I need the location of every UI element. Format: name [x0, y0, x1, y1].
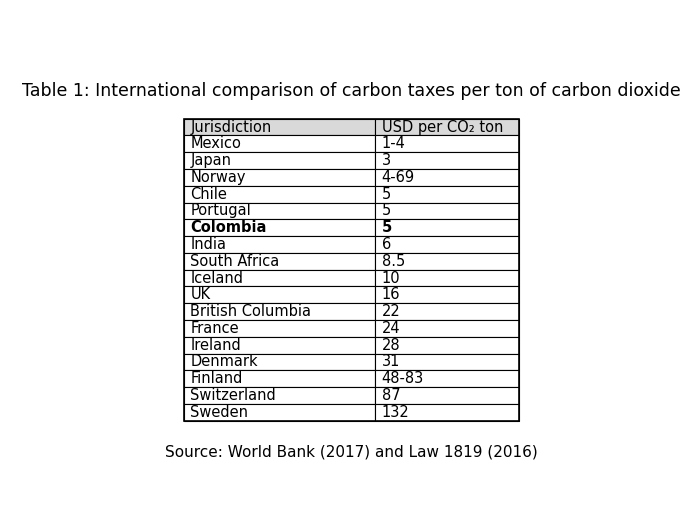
Text: British Columbia: British Columbia — [190, 304, 311, 319]
Bar — [375, 236, 519, 253]
Bar — [375, 287, 519, 303]
Bar — [184, 186, 375, 202]
Bar — [184, 287, 375, 303]
Text: South Africa: South Africa — [190, 254, 280, 269]
Text: Norway: Norway — [190, 170, 246, 185]
Bar — [184, 202, 375, 219]
Bar — [375, 136, 519, 152]
Text: 3: 3 — [381, 153, 391, 168]
Bar — [184, 169, 375, 186]
Text: 6: 6 — [381, 237, 391, 252]
Text: 87: 87 — [381, 388, 401, 403]
Text: Denmark: Denmark — [190, 355, 258, 369]
Bar — [184, 119, 375, 136]
Bar — [184, 219, 375, 236]
Text: Portugal: Portugal — [190, 204, 251, 218]
Bar — [375, 253, 519, 270]
Bar — [375, 202, 519, 219]
Text: 5: 5 — [381, 204, 391, 218]
Bar — [375, 387, 519, 404]
Text: Jurisdiction: Jurisdiction — [190, 120, 272, 135]
Bar — [184, 404, 375, 421]
Bar — [184, 337, 375, 354]
Bar — [184, 119, 519, 421]
Bar — [375, 337, 519, 354]
Bar — [375, 186, 519, 202]
Text: France: France — [190, 321, 239, 336]
Text: Source: World Bank (2017) and Law 1819 (2016): Source: World Bank (2017) and Law 1819 (… — [165, 445, 538, 460]
Text: 5: 5 — [381, 220, 392, 235]
Bar — [375, 219, 519, 236]
Text: Ireland: Ireland — [190, 338, 241, 352]
Text: 31: 31 — [381, 355, 400, 369]
Text: 24: 24 — [381, 321, 401, 336]
Text: Sweden: Sweden — [190, 405, 248, 420]
Bar — [184, 253, 375, 270]
Bar — [184, 303, 375, 320]
Bar — [375, 320, 519, 337]
Bar — [375, 152, 519, 169]
Bar — [184, 370, 375, 387]
Text: Chile: Chile — [190, 187, 227, 202]
Bar — [375, 404, 519, 421]
Text: 4-69: 4-69 — [381, 170, 415, 185]
Text: 48-83: 48-83 — [381, 371, 424, 386]
Text: 28: 28 — [381, 338, 401, 352]
Bar — [375, 370, 519, 387]
Bar — [184, 152, 375, 169]
Text: Japan: Japan — [190, 153, 231, 168]
Bar — [184, 136, 375, 152]
Text: UK: UK — [190, 287, 211, 302]
Bar — [184, 354, 375, 370]
Text: 1-4: 1-4 — [381, 136, 405, 152]
Text: 16: 16 — [381, 287, 400, 302]
Text: Finland: Finland — [190, 371, 243, 386]
Text: Table 1: International comparison of carbon taxes per ton of carbon dioxide: Table 1: International comparison of car… — [22, 82, 681, 100]
Bar — [375, 169, 519, 186]
Bar — [184, 320, 375, 337]
Bar — [375, 270, 519, 287]
Text: Mexico: Mexico — [190, 136, 241, 152]
Bar — [184, 270, 375, 287]
Bar — [375, 354, 519, 370]
Text: 22: 22 — [381, 304, 401, 319]
Text: 8.5: 8.5 — [381, 254, 405, 269]
Text: 5: 5 — [381, 187, 391, 202]
Text: India: India — [190, 237, 226, 252]
Bar — [184, 236, 375, 253]
Bar — [375, 119, 519, 136]
Text: Iceland: Iceland — [190, 271, 244, 286]
Text: Switzerland: Switzerland — [190, 388, 276, 403]
Text: 132: 132 — [381, 405, 410, 420]
Text: USD per CO₂ ton: USD per CO₂ ton — [381, 120, 503, 135]
Text: Colombia: Colombia — [190, 220, 267, 235]
Bar — [184, 387, 375, 404]
Bar — [375, 303, 519, 320]
Text: 10: 10 — [381, 271, 401, 286]
